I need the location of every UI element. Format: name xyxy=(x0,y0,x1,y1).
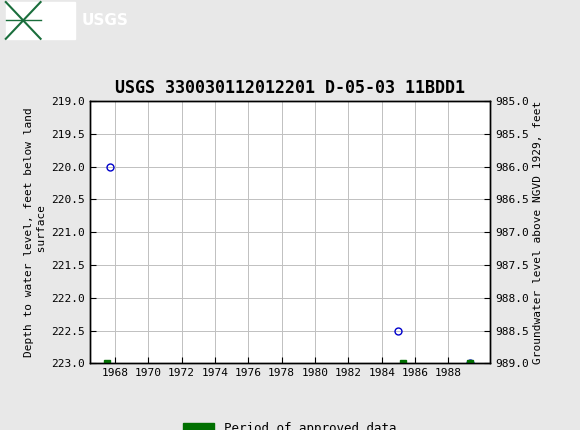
Y-axis label: Depth to water level, feet below land
 surface: Depth to water level, feet below land su… xyxy=(24,108,47,357)
Text: USGS: USGS xyxy=(81,13,128,28)
Legend: Period of approved data: Period of approved data xyxy=(178,417,402,430)
Text: USGS 330030112012201 D-05-03 11BDD1: USGS 330030112012201 D-05-03 11BDD1 xyxy=(115,79,465,97)
FancyBboxPatch shape xyxy=(6,2,75,39)
Y-axis label: Groundwater level above NGVD 1929, feet: Groundwater level above NGVD 1929, feet xyxy=(533,101,543,364)
